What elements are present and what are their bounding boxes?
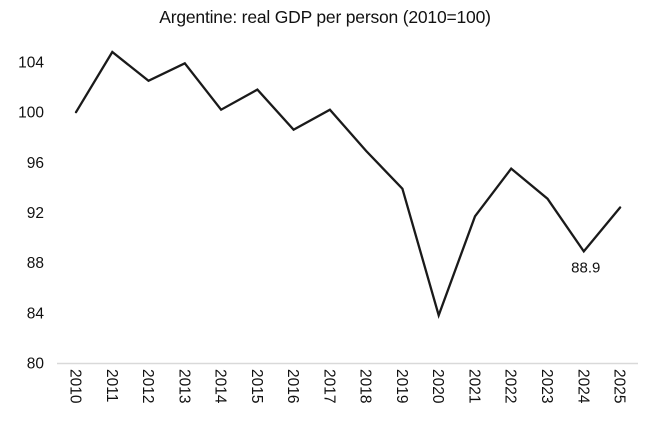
y-axis-tick-labels: 80 84 88 92 96 100 104 bbox=[18, 54, 44, 372]
x-tick-label: 2012 bbox=[139, 369, 156, 403]
x-tick-label: 2016 bbox=[284, 369, 301, 403]
x-tick-label: 2017 bbox=[320, 369, 337, 403]
x-tick-label: 2019 bbox=[393, 369, 410, 403]
x-tick-label: 2024 bbox=[574, 369, 591, 404]
x-tick-label: 2021 bbox=[465, 369, 482, 403]
x-tick-label: 2015 bbox=[248, 369, 265, 403]
x-tick-label: 2025 bbox=[611, 369, 628, 403]
y-tick-label: 84 bbox=[27, 305, 45, 322]
y-tick-label: 100 bbox=[18, 105, 44, 122]
x-tick-label: 2018 bbox=[357, 369, 374, 403]
y-tick-label: 88 bbox=[27, 255, 44, 272]
x-tick-label: 2011 bbox=[103, 369, 120, 402]
y-tick-label: 80 bbox=[27, 356, 45, 373]
x-tick-label: 2013 bbox=[175, 369, 192, 403]
y-tick-label: 92 bbox=[27, 205, 44, 222]
x-axis-tick-labels: 2010 2011 2012 2013 2014 2015 2016 2017 2018 2019… bbox=[67, 369, 628, 404]
y-tick-label: 104 bbox=[18, 54, 44, 71]
y-tick-label: 96 bbox=[27, 155, 44, 172]
data-label-2024: 88.9 bbox=[571, 259, 600, 276]
x-tick-label: 2014 bbox=[212, 369, 229, 404]
x-tick-label: 2020 bbox=[429, 369, 446, 404]
x-tick-label: 2022 bbox=[502, 369, 519, 403]
x-tick-label: 2010 bbox=[67, 369, 84, 404]
chart-title: Argentine: real GDP per person (2010=100… bbox=[159, 7, 491, 27]
gdp-line-series bbox=[74, 50, 622, 320]
x-tick-label: 2023 bbox=[538, 369, 555, 403]
